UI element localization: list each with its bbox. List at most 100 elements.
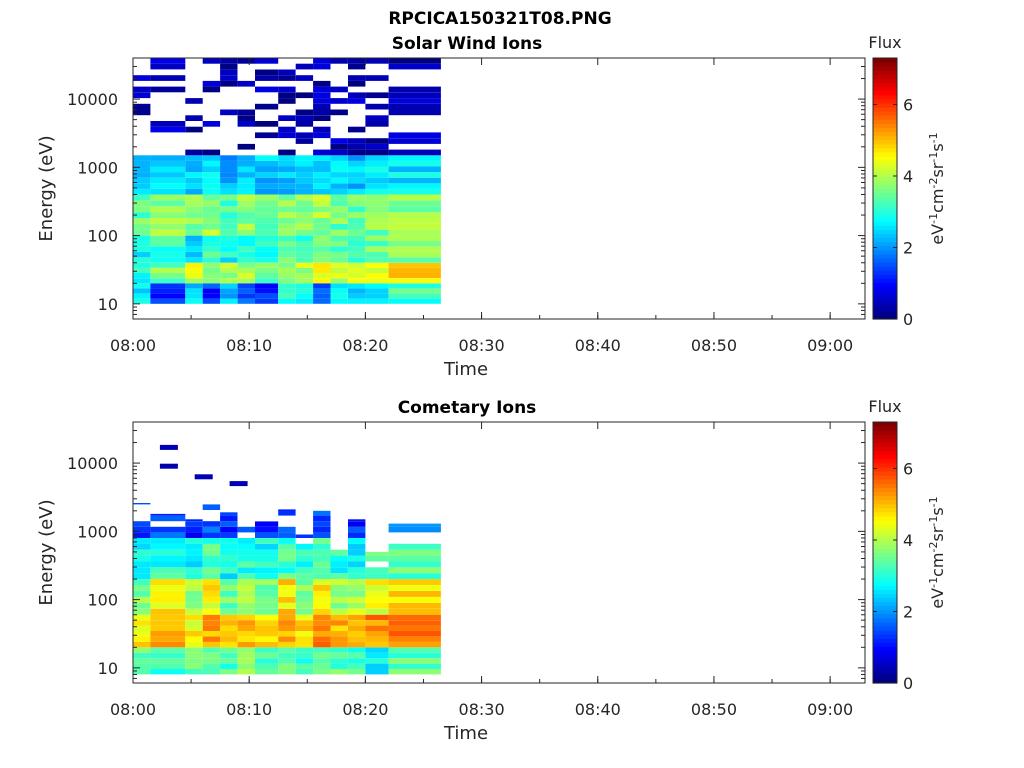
heatmap-cell bbox=[220, 555, 238, 562]
heatmap-cell bbox=[313, 241, 331, 247]
heatmap-cell bbox=[202, 561, 221, 568]
y-tick-label: 10000 bbox=[67, 90, 118, 109]
heatmap-cell bbox=[185, 194, 203, 201]
heatmap-cell bbox=[330, 212, 348, 218]
heatmap-cell bbox=[278, 585, 296, 591]
heatmap-cell bbox=[365, 223, 389, 230]
x-axis-label: Time bbox=[443, 723, 488, 744]
heatmap-cell bbox=[278, 652, 296, 659]
colorbar-step bbox=[873, 507, 897, 513]
heatmap-cell bbox=[278, 608, 296, 615]
colorbar-step bbox=[873, 253, 897, 259]
colorbar-step bbox=[873, 438, 897, 443]
colorbar-step bbox=[873, 528, 897, 533]
colorbar-step bbox=[873, 560, 897, 566]
heatmap-cell bbox=[313, 532, 331, 538]
colorbar-step bbox=[873, 172, 897, 177]
heatmap-cell bbox=[202, 155, 221, 161]
heatmap-cell bbox=[150, 526, 186, 533]
heatmap-cell bbox=[133, 278, 151, 284]
colorbar-title: Flux bbox=[868, 33, 901, 52]
heatmap-cell bbox=[237, 591, 255, 597]
heatmap-cell bbox=[313, 132, 331, 139]
heatmap-cell bbox=[202, 647, 221, 653]
heatmap-cell bbox=[278, 149, 296, 156]
heatmap-cell bbox=[237, 200, 255, 207]
heatmap-cell bbox=[348, 58, 366, 64]
heatmap-cell bbox=[313, 92, 331, 99]
heatmap-cell bbox=[330, 194, 348, 201]
heatmap-cell bbox=[133, 92, 151, 99]
heatmap-cell bbox=[220, 625, 238, 631]
heatmap-cell bbox=[133, 273, 151, 279]
heatmap-cell bbox=[133, 293, 151, 299]
heatmap-cell bbox=[388, 200, 441, 207]
colorbar-tick-label: 2 bbox=[903, 602, 913, 621]
heatmap-cell bbox=[255, 229, 279, 236]
heatmap-cell bbox=[220, 109, 238, 116]
heatmap-cell bbox=[237, 229, 255, 236]
heatmap-cell bbox=[185, 115, 203, 121]
heatmap-cell bbox=[220, 669, 238, 675]
colorbar-tick-label: 4 bbox=[903, 531, 913, 550]
colorbar-step bbox=[873, 654, 897, 660]
heatmap-cell bbox=[185, 160, 203, 167]
heatmap-cell bbox=[278, 538, 296, 544]
heatmap-cell bbox=[388, 669, 441, 675]
heatmap-cell bbox=[220, 596, 238, 603]
colorbar-step bbox=[873, 213, 897, 218]
heatmap-cell bbox=[388, 585, 441, 591]
heatmap-cell bbox=[237, 526, 255, 533]
heatmap-cell bbox=[388, 58, 441, 64]
heatmap-cell bbox=[330, 177, 348, 184]
heatmap-cell bbox=[388, 267, 441, 273]
heatmap-cell bbox=[313, 155, 331, 161]
heatmap-cell bbox=[348, 177, 366, 184]
heatmap-cell bbox=[220, 549, 238, 556]
heatmap-cell bbox=[365, 138, 389, 144]
heatmap-cell bbox=[255, 86, 279, 93]
heatmap-cell bbox=[313, 293, 331, 299]
heatmap-cell bbox=[237, 155, 255, 161]
heatmap-cell bbox=[150, 652, 186, 659]
heatmap-cell bbox=[295, 567, 314, 574]
heatmap-cell bbox=[237, 293, 255, 299]
heatmap-cell bbox=[220, 262, 238, 268]
x-tick-label: 09:00 bbox=[807, 700, 853, 719]
heatmap-cell bbox=[237, 241, 255, 247]
heatmap-cell bbox=[278, 194, 296, 201]
x-tick-label: 08:20 bbox=[342, 700, 388, 719]
colorbar-step bbox=[873, 548, 897, 554]
heatmap-cell bbox=[330, 262, 348, 268]
heatmap-cell bbox=[185, 652, 203, 659]
heatmap-cell bbox=[237, 257, 255, 263]
heatmap-cell bbox=[255, 160, 279, 167]
heatmap-cell bbox=[220, 663, 238, 669]
heatmap-cell bbox=[313, 510, 331, 516]
colorbar-step bbox=[873, 454, 897, 460]
heatmap-cell bbox=[202, 620, 221, 626]
heatmap-cell bbox=[220, 241, 238, 247]
heatmap-cell bbox=[365, 92, 389, 99]
colorbar-title: Flux bbox=[868, 397, 901, 416]
heatmap-cell bbox=[237, 278, 255, 284]
heatmap-cell bbox=[348, 166, 366, 173]
heatmap-cell bbox=[278, 298, 296, 304]
heatmap-cell bbox=[348, 585, 366, 591]
heatmap-cell bbox=[365, 288, 389, 294]
colorbar: 0 2 4 6 Flux eV-1cm-2sr-1s-1 bbox=[868, 33, 947, 329]
heatmap-cell bbox=[185, 625, 203, 631]
heatmap-cell bbox=[365, 194, 389, 201]
colorbar-step bbox=[873, 286, 897, 292]
heatmap-cell bbox=[348, 172, 366, 178]
heatmap-cell bbox=[313, 278, 331, 284]
heatmap-cell bbox=[133, 212, 151, 218]
heatmap-cell bbox=[185, 532, 203, 538]
heatmap-cell bbox=[150, 602, 186, 609]
heatmap-cell bbox=[185, 647, 203, 653]
heatmap-cell bbox=[365, 183, 389, 189]
colorbar-step bbox=[873, 605, 897, 611]
heatmap-cell bbox=[185, 267, 203, 273]
heatmap-cell bbox=[255, 172, 279, 178]
heatmap-cell bbox=[313, 641, 331, 648]
